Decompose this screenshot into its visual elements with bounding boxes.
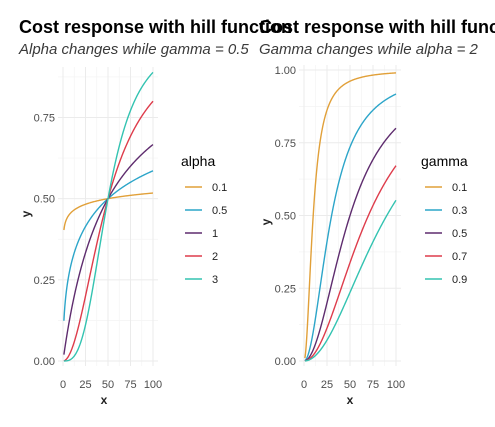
series-line-3 (63, 71, 154, 362)
y-tick-label: 0.00 (275, 356, 296, 368)
x-axis-label-1: x (101, 393, 108, 407)
x-tick-label: 75 (367, 379, 379, 391)
chart-title-1: Cost response with hill function (19, 17, 292, 37)
legend-1: 0.1 0.5 1 2 3 (185, 182, 227, 286)
y-tick-label: 1.00 (275, 65, 296, 77)
grid-2 (299, 65, 401, 366)
y-tick-label: 0.00 (34, 356, 55, 368)
x-ticks-2: 0 25 50 75 100 (301, 379, 405, 391)
legend-title-1: alpha (181, 153, 215, 169)
legend-title-2: gamma (421, 153, 468, 169)
x-tick-label: 25 (321, 379, 333, 391)
y-axis-label-1: y (19, 210, 33, 217)
legend-label-0.9: 0.9 (452, 274, 467, 286)
legend-label-0.1: 0.1 (452, 182, 467, 194)
x-tick-label: 75 (124, 379, 136, 391)
y-ticks-2: 0.00 0.25 0.50 0.75 1.00 (275, 65, 296, 368)
x-tick-label: 50 (344, 379, 356, 391)
chart-panel-gamma: Cost response with hill function Gamma c… (259, 17, 495, 407)
series-line-0.5 (304, 127, 397, 362)
chart-title-2: Cost response with hill function (259, 17, 495, 37)
legend-label-0.7: 0.7 (452, 251, 467, 263)
legend-label-0.5: 0.5 (212, 205, 227, 217)
x-tick-label: 25 (79, 379, 91, 391)
x-ticks-1: 0 25 50 75 100 (60, 379, 162, 391)
x-tick-label: 100 (387, 379, 405, 391)
legend-label-2: 2 (212, 251, 218, 263)
y-ticks-1: 0.00 0.25 0.50 0.75 (34, 112, 55, 368)
y-axis-label-2: y (259, 218, 273, 225)
x-tick-label: 100 (144, 379, 162, 391)
chart-subtitle-1: Alpha changes while gamma = 0.5 (18, 41, 249, 58)
legend-label-0.5: 0.5 (452, 228, 467, 240)
y-tick-label: 0.75 (34, 112, 55, 124)
chart-subtitle-2: Gamma changes while alpha = 2 (259, 41, 479, 58)
x-tick-label: 50 (102, 379, 114, 391)
y-tick-label: 0.50 (275, 211, 296, 223)
y-tick-label: 0.25 (275, 283, 296, 295)
y-tick-label: 0.25 (34, 275, 55, 287)
series-line-0.1 (304, 72, 397, 359)
legend-label-3: 3 (212, 274, 218, 286)
x-tick-label: 0 (60, 379, 66, 391)
x-tick-label: 0 (301, 379, 307, 391)
x-axis-label-2: x (347, 393, 354, 407)
series-line-0.9 (304, 199, 397, 362)
series-lines-2 (304, 72, 397, 362)
chart-panel-alpha: Cost response with hill function Alpha c… (18, 17, 292, 407)
y-tick-label: 0.75 (275, 138, 296, 150)
legend-2: 0.1 0.3 0.5 0.7 0.9 (425, 182, 467, 286)
grid-1 (58, 67, 158, 366)
legend-label-0.1: 0.1 (212, 182, 227, 194)
legend-label-1: 1 (212, 228, 218, 240)
series-line-0.7 (304, 165, 397, 362)
legend-label-0.3: 0.3 (452, 205, 467, 217)
series-line-0.3 (304, 93, 397, 362)
y-tick-label: 0.50 (34, 194, 55, 206)
series-lines-1 (63, 71, 154, 362)
